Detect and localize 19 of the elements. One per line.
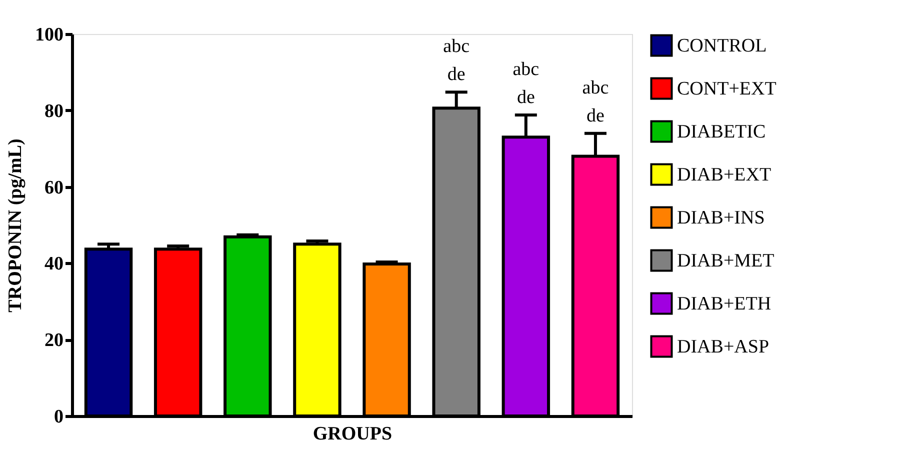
legend-label: CONTROL xyxy=(677,36,767,56)
legend-label: DIAB+MET xyxy=(677,250,775,272)
legend-label: CONT+EXT xyxy=(677,78,777,100)
legend-label: DIAB+ETH xyxy=(677,294,772,314)
y-tick-label: 40 xyxy=(44,254,64,275)
legend-label: DIAB+ASP xyxy=(677,336,770,358)
y-tick-label: 60 xyxy=(44,177,64,198)
y-tick-label: 20 xyxy=(44,330,64,352)
legend-label: DIAB+INS xyxy=(677,208,765,228)
y-tick-label: 100 xyxy=(35,24,64,46)
annotation: abc de xyxy=(512,58,540,108)
legend-label: DIAB+EXT xyxy=(677,164,772,186)
y-tick-label: 0 xyxy=(54,406,64,428)
annotation: abc de xyxy=(443,36,470,86)
y-tick-label: 80 xyxy=(44,100,64,122)
y-axis-title: TROPONIN (pg/mL) xyxy=(5,138,26,312)
legend-label: DIABETIC xyxy=(677,122,766,142)
annotation: abc de xyxy=(582,77,609,126)
x-axis-title: GROUPS xyxy=(312,424,392,444)
